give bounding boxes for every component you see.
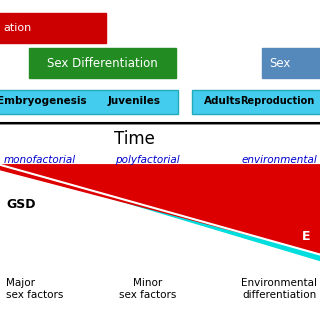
Text: Embryogenesis: Embryogenesis [0,96,86,107]
Text: GSD: GSD [6,198,36,211]
Polygon shape [0,165,320,267]
Text: polyfactorial: polyfactorial [115,155,180,165]
FancyBboxPatch shape [0,13,106,43]
Text: ation: ation [3,23,31,33]
FancyBboxPatch shape [192,90,320,114]
Polygon shape [0,165,320,259]
Text: Reproduction: Reproduction [240,96,314,107]
Text: environmental: environmental [241,155,317,165]
Text: Juveniles: Juveniles [108,96,161,107]
Text: Time: Time [114,130,155,148]
Text: Sex: Sex [269,57,290,70]
FancyBboxPatch shape [29,48,176,78]
FancyBboxPatch shape [0,90,178,114]
Text: E: E [302,230,310,243]
FancyBboxPatch shape [262,48,320,78]
Text: Major
sex factors: Major sex factors [6,278,64,300]
Text: Sex Differentiation: Sex Differentiation [47,57,158,70]
Text: monofactorial: monofactorial [3,155,75,165]
Text: Minor
sex factors: Minor sex factors [118,278,176,300]
Text: Adults: Adults [204,96,241,107]
Text: Environmental
differentiation: Environmental differentiation [241,278,317,300]
